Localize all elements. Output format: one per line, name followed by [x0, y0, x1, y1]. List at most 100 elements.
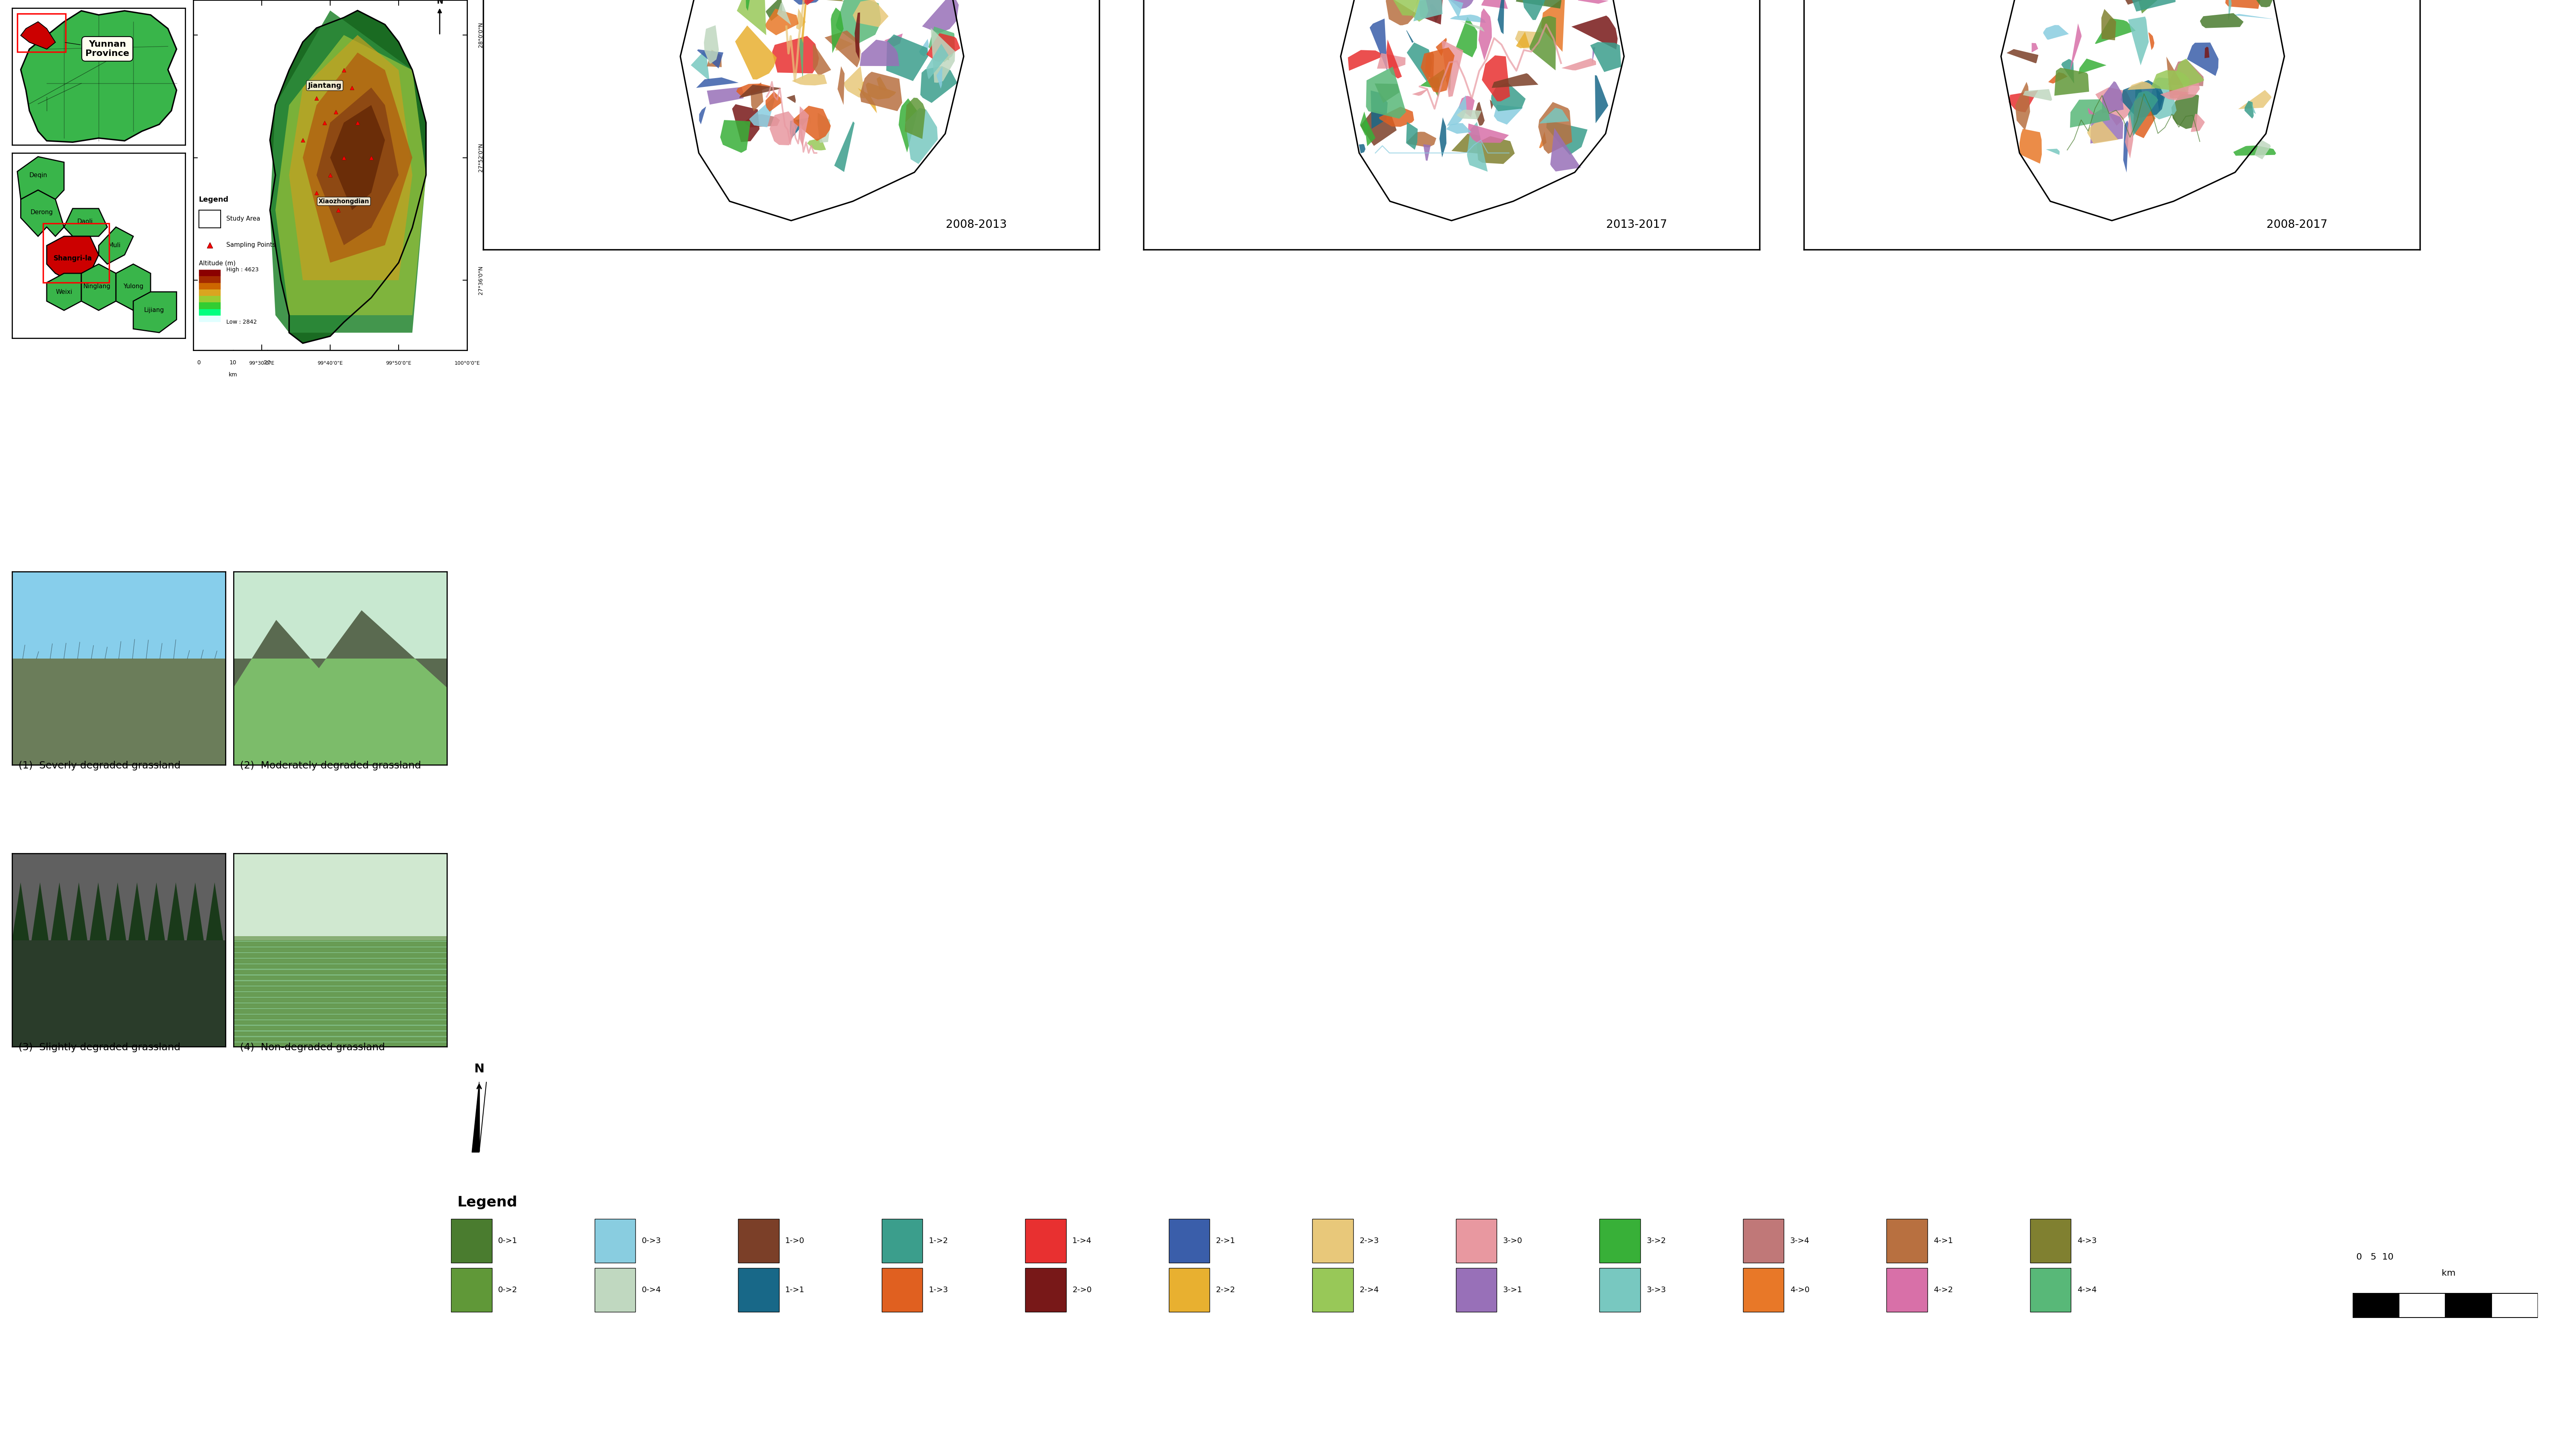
Polygon shape — [2094, 87, 2135, 125]
Text: 1->0: 1->0 — [784, 1238, 805, 1245]
Polygon shape — [2161, 83, 2199, 100]
Text: 3->1: 3->1 — [1502, 1286, 1522, 1294]
Bar — [13, 658, 225, 764]
Text: 0->3: 0->3 — [641, 1238, 661, 1245]
Polygon shape — [2094, 19, 2135, 44]
Polygon shape — [1369, 19, 1387, 71]
Polygon shape — [1407, 131, 1435, 147]
Polygon shape — [656, 0, 988, 221]
Polygon shape — [835, 0, 881, 44]
Bar — [13, 941, 225, 1047]
Bar — [232, 572, 447, 658]
Text: 3->2: 3->2 — [1647, 1238, 1665, 1245]
Polygon shape — [764, 9, 799, 35]
Polygon shape — [2007, 50, 2038, 63]
Polygon shape — [2156, 89, 2163, 111]
Bar — [1887, 1219, 1928, 1262]
Polygon shape — [1522, 0, 1545, 20]
Polygon shape — [20, 22, 56, 50]
Bar — [1456, 1219, 1497, 1262]
Polygon shape — [789, 118, 810, 138]
Polygon shape — [825, 31, 861, 67]
Bar — [232, 948, 447, 952]
Text: 0->4: 0->4 — [641, 1286, 661, 1294]
Polygon shape — [766, 0, 782, 20]
Polygon shape — [858, 87, 876, 114]
Polygon shape — [838, 66, 845, 105]
Polygon shape — [2125, 114, 2133, 159]
Polygon shape — [2127, 82, 2156, 90]
Polygon shape — [1420, 48, 1456, 93]
Text: (3)  Slightly degraded grassland: (3) Slightly degraded grassland — [18, 1042, 181, 1053]
Polygon shape — [1371, 90, 1387, 130]
Text: Transition map of each degradation grade in Shangri-La, figure shows that digita: Transition map of each degradation grade… — [493, 13, 971, 55]
Bar — [232, 1015, 447, 1019]
Text: Shangri-la: Shangri-la — [54, 255, 92, 262]
Polygon shape — [743, 114, 779, 127]
Polygon shape — [1456, 17, 1476, 57]
Polygon shape — [1469, 124, 1509, 143]
Polygon shape — [1420, 0, 1443, 25]
Text: 4->1: 4->1 — [1933, 1238, 1954, 1245]
Polygon shape — [2148, 32, 2156, 50]
Polygon shape — [128, 882, 146, 941]
Bar — [2030, 1268, 2071, 1312]
Bar — [232, 997, 447, 1002]
Polygon shape — [751, 83, 764, 111]
Polygon shape — [1446, 61, 1453, 92]
Polygon shape — [1497, 0, 1504, 33]
Polygon shape — [904, 98, 925, 138]
Polygon shape — [472, 1082, 480, 1152]
Polygon shape — [2135, 83, 2143, 103]
Bar — [1170, 1219, 1211, 1262]
Polygon shape — [1387, 39, 1402, 79]
Polygon shape — [1412, 0, 1428, 22]
Text: km: km — [2442, 1270, 2454, 1277]
Polygon shape — [2102, 9, 2117, 41]
Polygon shape — [2043, 25, 2069, 39]
Text: 10: 10 — [230, 360, 238, 365]
Polygon shape — [1361, 111, 1397, 146]
Polygon shape — [697, 50, 723, 68]
Polygon shape — [89, 882, 107, 941]
Polygon shape — [1571, 16, 1617, 50]
Polygon shape — [738, 0, 766, 35]
Bar — [1599, 1219, 1640, 1262]
Polygon shape — [1591, 47, 1596, 66]
Bar — [232, 941, 447, 1047]
Polygon shape — [1517, 32, 1530, 48]
Polygon shape — [2171, 93, 2199, 130]
Polygon shape — [1535, 0, 1545, 7]
Bar — [2493, 1293, 2539, 1318]
Polygon shape — [1578, 0, 1609, 4]
Polygon shape — [20, 10, 176, 143]
Polygon shape — [930, 28, 955, 83]
Polygon shape — [2168, 60, 2204, 86]
Polygon shape — [1374, 83, 1400, 103]
Polygon shape — [899, 99, 917, 153]
Polygon shape — [2046, 149, 2059, 154]
Bar — [232, 1009, 447, 1013]
Bar — [232, 954, 447, 957]
Polygon shape — [20, 189, 64, 236]
Bar — [199, 282, 220, 290]
Polygon shape — [830, 7, 843, 54]
Polygon shape — [1550, 128, 1581, 172]
Polygon shape — [1349, 50, 1384, 71]
Polygon shape — [1538, 102, 1573, 154]
Text: 99°40'0"E: 99°40'0"E — [317, 361, 342, 365]
Polygon shape — [2237, 90, 2271, 109]
Polygon shape — [766, 92, 782, 112]
Text: Muli: Muli — [107, 243, 120, 249]
Polygon shape — [817, 112, 830, 143]
Text: 4->3: 4->3 — [2076, 1238, 2097, 1245]
Polygon shape — [1481, 0, 1507, 9]
Polygon shape — [1474, 102, 1484, 125]
Polygon shape — [186, 882, 204, 941]
Polygon shape — [884, 33, 902, 47]
Bar — [199, 277, 220, 282]
Polygon shape — [769, 111, 799, 146]
Polygon shape — [329, 105, 386, 210]
Bar — [232, 987, 447, 990]
Bar — [452, 1268, 493, 1312]
